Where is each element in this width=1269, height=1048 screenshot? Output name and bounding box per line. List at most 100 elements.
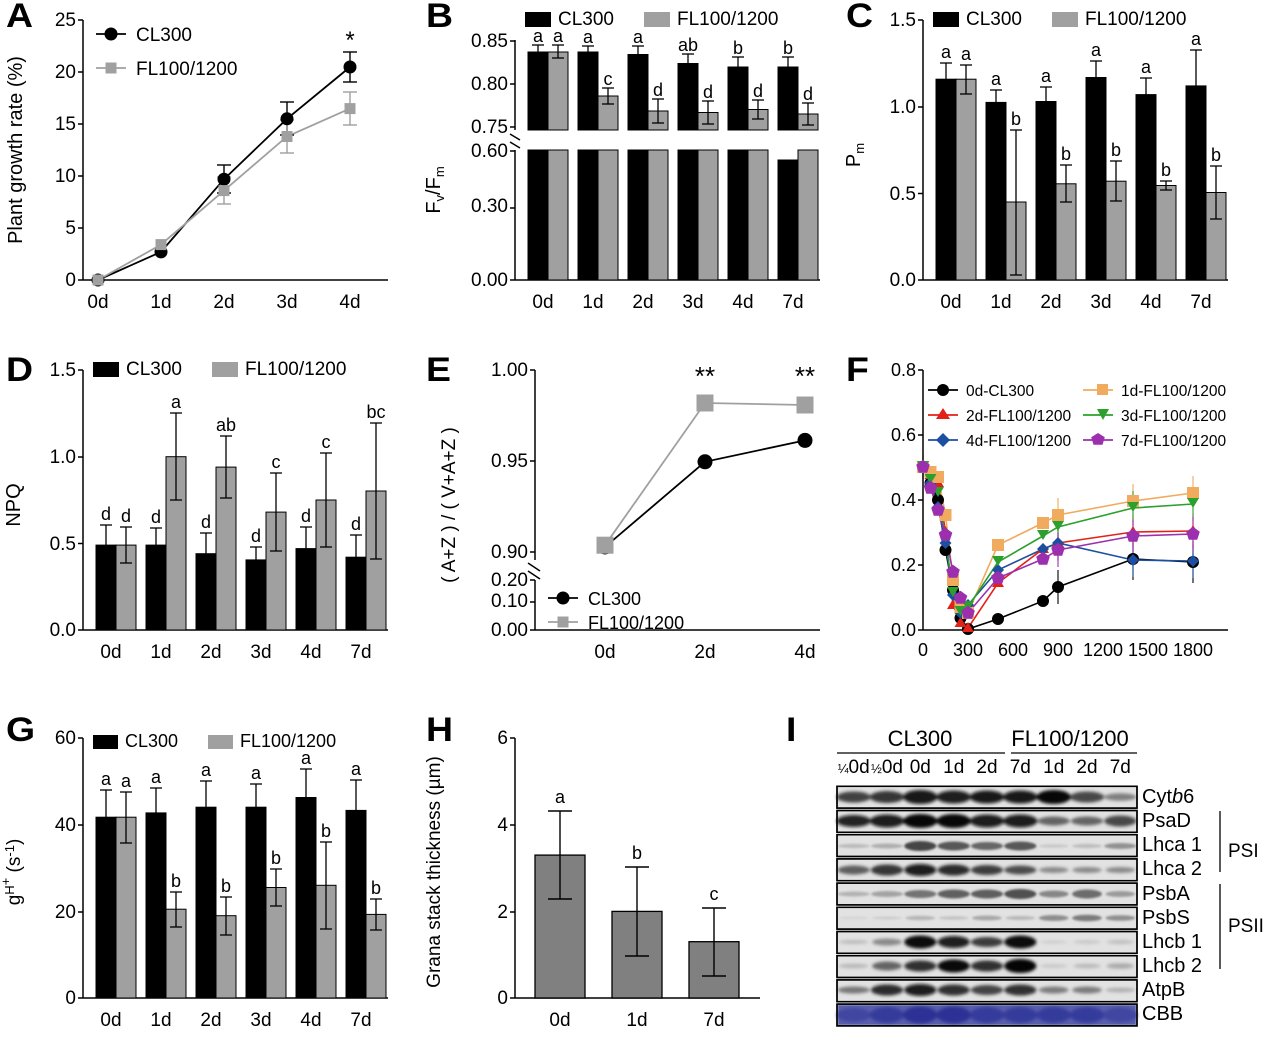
- svg-text:c: c: [322, 432, 331, 452]
- svg-text:3d: 3d: [1090, 292, 1111, 313]
- svg-text:d: d: [301, 506, 311, 526]
- svg-text:7d: 7d: [782, 292, 803, 313]
- svg-text:1d: 1d: [150, 642, 171, 663]
- svg-text:2d: 2d: [976, 757, 997, 778]
- svg-text:40: 40: [55, 815, 76, 836]
- svg-text:0.5: 0.5: [890, 184, 916, 205]
- svg-text:4d-FL100/1200: 4d-FL100/1200: [966, 433, 1072, 450]
- svg-text:**: **: [795, 361, 815, 391]
- svg-text:FL100/1200: FL100/1200: [1011, 726, 1128, 751]
- svg-text:PSI: PSI: [1228, 841, 1259, 862]
- svg-text:1d: 1d: [150, 292, 171, 313]
- svg-text:Plant growth rate (%): Plant growth rate (%): [5, 56, 27, 244]
- svg-text:7d-FL100/1200: 7d-FL100/1200: [1121, 433, 1227, 450]
- svg-text:1800: 1800: [1173, 640, 1213, 660]
- svg-text:d: d: [251, 526, 261, 546]
- svg-text:10: 10: [55, 166, 76, 187]
- svg-text:¼0d: ¼0d: [838, 757, 870, 778]
- svg-text:1d-FL100/1200: 1d-FL100/1200: [1121, 383, 1227, 400]
- svg-text:½0d: ½0d: [871, 757, 903, 778]
- svg-text:900: 900: [1043, 640, 1073, 660]
- svg-text:3d: 3d: [276, 292, 297, 313]
- svg-text:0d: 0d: [532, 292, 553, 313]
- svg-text:a: a: [301, 748, 312, 768]
- svg-text:1.0: 1.0: [50, 447, 76, 468]
- svg-text:c: c: [272, 452, 281, 472]
- svg-text:b: b: [371, 878, 381, 898]
- svg-text:0.00: 0.00: [471, 270, 508, 291]
- svg-text:b: b: [321, 821, 331, 841]
- svg-text:1d: 1d: [990, 292, 1011, 313]
- svg-text:7d: 7d: [1190, 292, 1211, 313]
- svg-text:CBB: CBB: [1142, 1003, 1183, 1025]
- svg-text:bc: bc: [366, 402, 385, 422]
- svg-text:d: d: [803, 84, 813, 104]
- svg-text:0d-CL300: 0d-CL300: [966, 383, 1034, 400]
- svg-text:5: 5: [65, 218, 76, 239]
- svg-text:7d: 7d: [350, 1010, 371, 1031]
- svg-text:ab: ab: [678, 35, 698, 55]
- svg-text:a: a: [351, 759, 362, 779]
- svg-text:PsbS: PsbS: [1142, 907, 1190, 929]
- svg-text:6: 6: [497, 728, 508, 749]
- svg-text:a: a: [151, 767, 162, 787]
- svg-text:1200: 1200: [1083, 640, 1123, 660]
- svg-text:FL100/1200: FL100/1200: [1085, 9, 1186, 30]
- svg-text:3d: 3d: [682, 292, 703, 313]
- svg-text:0.10: 0.10: [491, 591, 528, 612]
- svg-text:a: a: [961, 44, 972, 64]
- svg-text:PsbA: PsbA: [1142, 883, 1190, 905]
- svg-text:1d: 1d: [150, 1010, 171, 1031]
- svg-text:c: c: [710, 884, 719, 904]
- svg-text:FL100/1200: FL100/1200: [240, 731, 336, 751]
- svg-text:a: a: [1091, 40, 1102, 60]
- svg-text:60: 60: [55, 728, 76, 749]
- svg-text:2d: 2d: [200, 642, 221, 663]
- svg-text:4d: 4d: [300, 642, 321, 663]
- svg-text:a: a: [101, 769, 112, 789]
- svg-text:0.20: 0.20: [491, 570, 528, 591]
- svg-text:b: b: [783, 38, 793, 58]
- svg-text:3d: 3d: [250, 1010, 271, 1031]
- svg-text:4d: 4d: [300, 1010, 321, 1031]
- svg-text:gH+ (s-1): gH+ (s-1): [0, 839, 25, 906]
- svg-text:a: a: [121, 771, 132, 791]
- svg-text:a: a: [533, 26, 544, 46]
- svg-text:0.80: 0.80: [471, 74, 508, 95]
- svg-text:1d: 1d: [582, 292, 603, 313]
- svg-text:0d: 0d: [100, 1010, 121, 1031]
- svg-text:d: d: [753, 81, 763, 101]
- svg-text:1d: 1d: [626, 1010, 647, 1031]
- svg-text:1d: 1d: [943, 757, 964, 778]
- svg-text:b: b: [632, 843, 642, 863]
- svg-text:b: b: [1211, 145, 1221, 165]
- svg-text:PsaD: PsaD: [1142, 810, 1191, 832]
- svg-text:0d: 0d: [87, 292, 108, 313]
- svg-text:0: 0: [65, 988, 76, 1009]
- svg-text:25: 25: [55, 10, 76, 31]
- svg-text:1.0: 1.0: [890, 97, 916, 118]
- svg-text:b: b: [271, 848, 281, 868]
- svg-text:2d: 2d: [1040, 292, 1061, 313]
- svg-text:20: 20: [55, 62, 76, 83]
- svg-text:FL100/1200: FL100/1200: [588, 613, 684, 633]
- svg-text:CL300: CL300: [125, 731, 178, 751]
- svg-text:20: 20: [55, 902, 76, 923]
- svg-text:a: a: [941, 42, 952, 62]
- svg-text:7d: 7d: [703, 1010, 724, 1031]
- svg-text:PSII: PSII: [1228, 916, 1264, 937]
- svg-text:0.00: 0.00: [491, 620, 528, 641]
- svg-text:a: a: [1041, 66, 1052, 86]
- svg-text:b: b: [733, 38, 743, 58]
- svg-text:FL100/1200: FL100/1200: [677, 9, 778, 30]
- svg-text:d: d: [201, 512, 211, 532]
- svg-text:d: d: [351, 514, 361, 534]
- svg-text:7d: 7d: [350, 642, 371, 663]
- svg-text:d: d: [703, 82, 713, 102]
- svg-text:Lhca 1: Lhca 1: [1142, 834, 1202, 856]
- svg-text:b: b: [1111, 140, 1121, 160]
- svg-text:2d: 2d: [213, 292, 234, 313]
- svg-text:Lhcb 1: Lhcb 1: [1142, 931, 1202, 953]
- svg-text:CL300: CL300: [126, 359, 182, 380]
- svg-text:CL300: CL300: [888, 726, 953, 751]
